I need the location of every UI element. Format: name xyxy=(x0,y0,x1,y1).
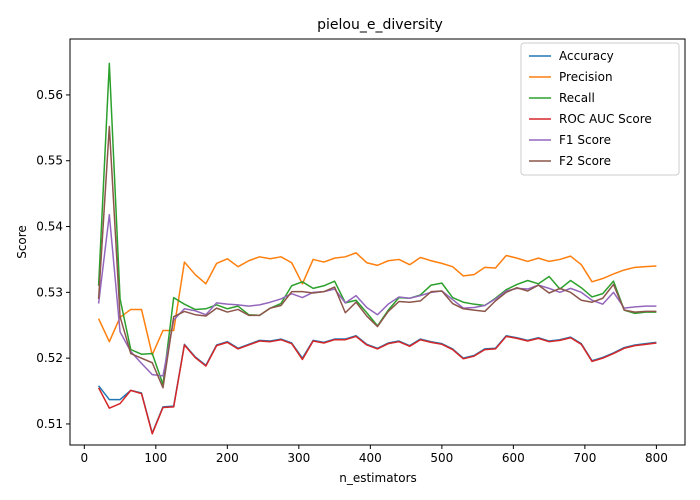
y-tick-label: 0.51 xyxy=(36,417,63,431)
x-tick-label: 400 xyxy=(359,451,382,465)
x-tick-label: 700 xyxy=(573,451,596,465)
x-tick-label: 600 xyxy=(502,451,525,465)
legend-label: Accuracy xyxy=(559,49,614,63)
y-axis-label: Score xyxy=(15,225,29,259)
legend-label: ROC AUC Score xyxy=(559,112,652,126)
series-line-4 xyxy=(97,213,657,377)
x-axis: 0 100 200 300 400 500 600 700 800 xyxy=(80,445,668,465)
plot-area xyxy=(97,62,657,435)
y-tick-label: 0.52 xyxy=(36,351,63,365)
legend-label: Recall xyxy=(559,91,595,105)
x-tick-label: 300 xyxy=(287,451,310,465)
x-tick-label: 0 xyxy=(80,451,88,465)
x-tick-label: 800 xyxy=(645,451,668,465)
legend-label: F1 Score xyxy=(559,133,611,147)
series-line-3 xyxy=(97,335,657,435)
legend-label: F2 Score xyxy=(559,154,611,168)
x-tick-label: 200 xyxy=(216,451,239,465)
x-tick-label: 100 xyxy=(144,451,167,465)
y-tick-label: 0.55 xyxy=(36,154,63,168)
plot-frame xyxy=(69,38,686,446)
y-tick-label: 0.56 xyxy=(36,88,63,102)
legend: Accuracy Precision Recall ROC AUC Score F1 S… xyxy=(520,42,680,176)
y-tick-label: 0.54 xyxy=(36,220,63,234)
x-axis-label: n_estimators xyxy=(339,471,417,485)
legend-box xyxy=(520,42,680,176)
y-axis: 0.51 0.52 0.53 0.54 0.55 0.56 xyxy=(36,88,70,431)
chart-title: pielou_e_diversity xyxy=(317,17,443,33)
x-tick-label: 500 xyxy=(430,451,453,465)
legend-label: Precision xyxy=(559,70,613,84)
series-line-5 xyxy=(97,125,657,389)
y-tick-label: 0.53 xyxy=(36,285,63,299)
series-line-1 xyxy=(97,252,657,356)
series-line-0 xyxy=(98,335,657,434)
